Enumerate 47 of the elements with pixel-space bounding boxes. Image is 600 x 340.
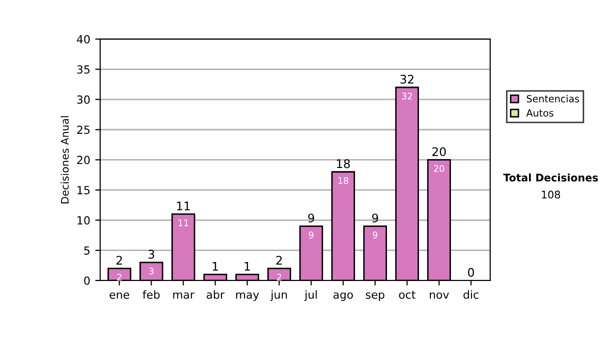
data-label: 2 bbox=[117, 274, 122, 280]
total-label: 20 bbox=[432, 147, 446, 156]
y-tick-label: 35 bbox=[77, 65, 90, 74]
x-tick-label: nov bbox=[430, 292, 449, 299]
y-tick-label: 20 bbox=[77, 156, 90, 164]
data-label: 2 bbox=[277, 274, 282, 280]
x-tick-label: jul bbox=[304, 290, 317, 301]
total-label: 1 bbox=[244, 262, 250, 271]
legend-label: Sentencias bbox=[526, 94, 580, 102]
y-tick-label: 40 bbox=[76, 35, 90, 44]
total-label: 2 bbox=[116, 256, 122, 265]
data-label: 11 bbox=[178, 220, 188, 226]
x-tick-label: may bbox=[236, 292, 260, 301]
x-tick-label: sep bbox=[366, 292, 384, 301]
y-tick-label: 15 bbox=[78, 186, 90, 194]
x-tick-label: abr bbox=[206, 290, 224, 299]
total-label: 18 bbox=[336, 159, 350, 168]
total-label: 11 bbox=[177, 202, 190, 210]
x-tick-label: jun bbox=[270, 290, 287, 301]
data-label: 20 bbox=[434, 165, 444, 172]
x-tick-label: dic bbox=[464, 290, 478, 299]
data-label: 32 bbox=[402, 92, 412, 100]
total-label: 1 bbox=[212, 262, 218, 271]
x-tick-label: ene bbox=[110, 292, 130, 299]
total-label: 9 bbox=[372, 214, 378, 223]
y-tick-label: 5 bbox=[84, 246, 90, 255]
legend-label: Autos bbox=[526, 109, 554, 117]
y-axis-title: Decisiones Anual bbox=[60, 116, 69, 204]
total-label: 3 bbox=[148, 250, 154, 259]
data-label: 3 bbox=[149, 268, 154, 275]
y-tick-label: 0 bbox=[84, 276, 90, 285]
total-label: 32 bbox=[400, 74, 414, 84]
text: 108 bbox=[542, 190, 560, 199]
data-label: 9 bbox=[372, 231, 378, 238]
text: Total Decisiones bbox=[503, 173, 598, 182]
y-tick-label: 25 bbox=[77, 126, 90, 134]
data-label: 18 bbox=[338, 177, 348, 184]
x-tick-label: mar bbox=[173, 292, 194, 299]
y-tick-label: 10 bbox=[78, 216, 90, 225]
data-label: 9 bbox=[308, 231, 314, 238]
x-tick-label: oct bbox=[399, 290, 416, 299]
total-label: 9 bbox=[308, 214, 314, 223]
total-label: 2 bbox=[276, 256, 282, 265]
total-label: 0 bbox=[468, 268, 474, 277]
x-tick-label: ago bbox=[333, 292, 353, 301]
x-tick-label: feb bbox=[142, 290, 160, 299]
y-tick-label: 30 bbox=[77, 95, 90, 104]
